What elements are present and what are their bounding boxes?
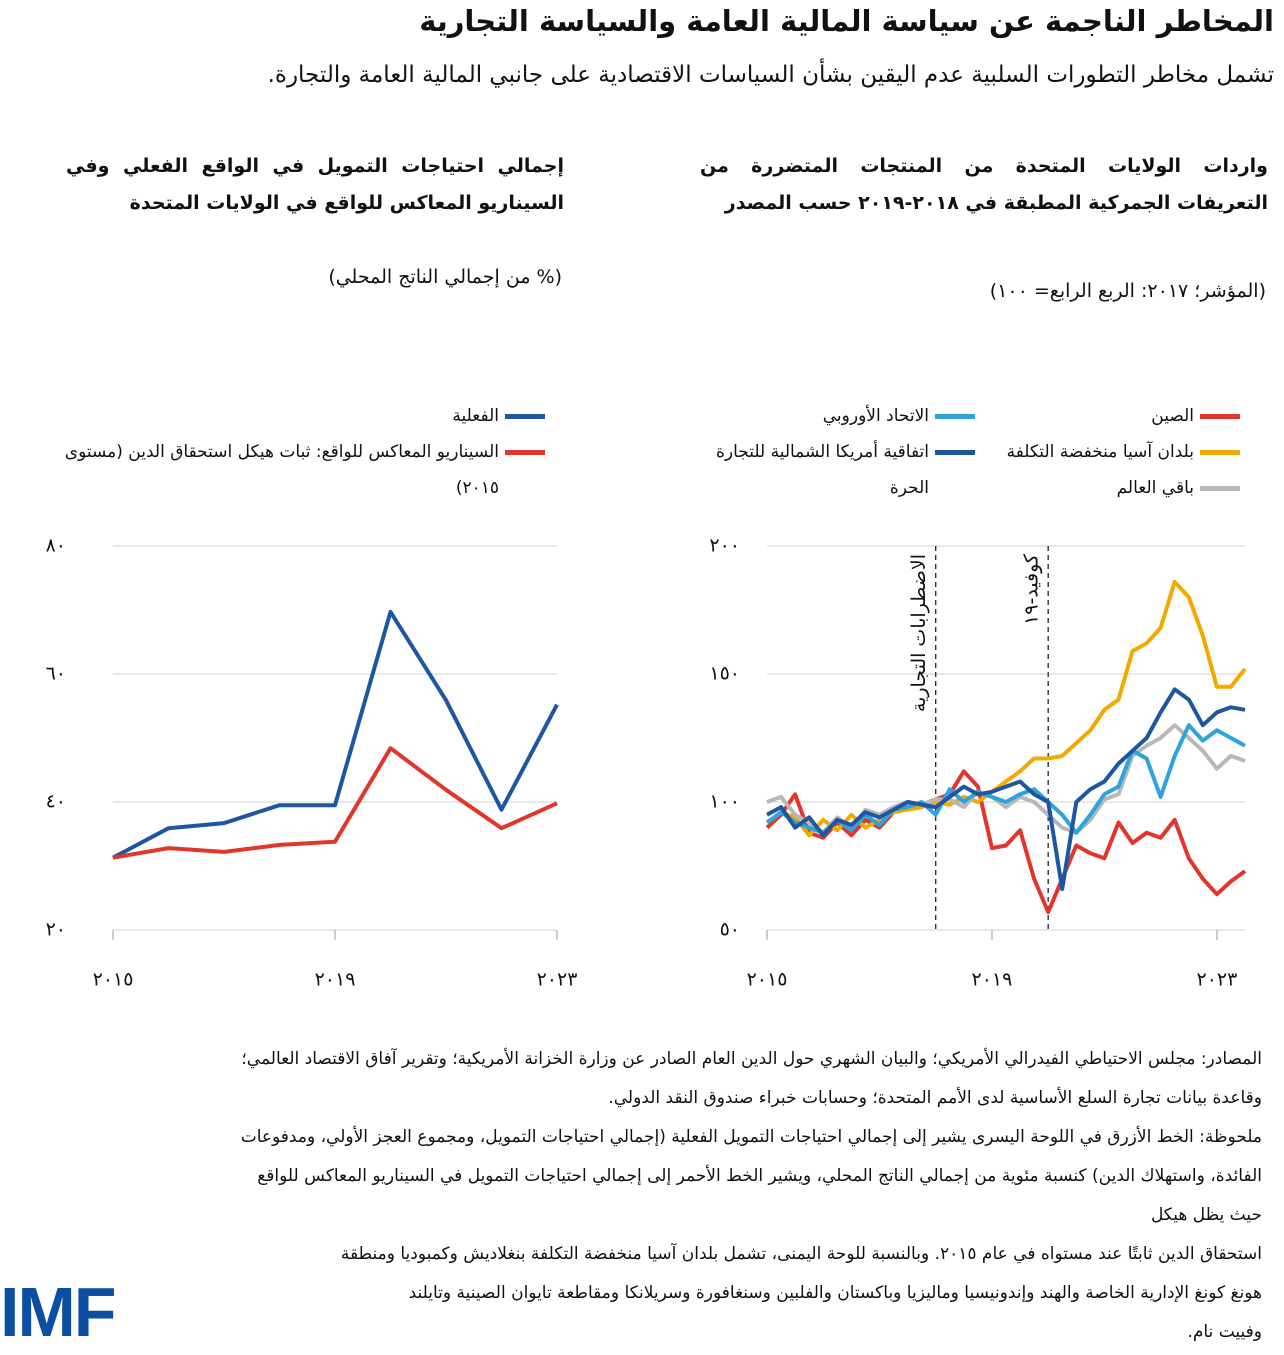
x-tick-label: ٢٠٢٣ <box>1196 969 1237 991</box>
chart-title: إجمالي احتياجات التمويل في الواقع الفعلي… <box>66 155 564 214</box>
y-tick-label: ٦٠ <box>46 663 66 685</box>
note-line: المصادر: مجلس الاحتياطي الفيدرالي الأمري… <box>241 1049 1262 1069</box>
annotation-label: الاضطرابات التجارية <box>908 554 930 712</box>
page-subtitle: تشمل مخاطر التطورات السلبية عدم اليقين ب… <box>267 62 1274 88</box>
legend-item: باقي العالم <box>1117 470 1240 506</box>
note-line: الفائدة، واستهلاك الدين) كنسبة مئوية من … <box>257 1166 1262 1186</box>
legend-label: السيناريو المعاكس للواقع: ثبات هيكل استح… <box>64 442 499 498</box>
series-line <box>765 769 1247 915</box>
legend-label: الصين <box>1151 406 1194 426</box>
x-tick-label: ٢٠١٩ <box>972 969 1013 991</box>
y-tick-label: ٢٠ <box>46 919 66 941</box>
legend-label: اتفاقية أمريكا الشمالية للتجارة الحرة <box>715 442 929 498</box>
y-tick-label: ٢٠٠ <box>709 535 740 557</box>
series-line <box>112 609 559 860</box>
legend-item: اتفاقية أمريكا الشمالية للتجارة الحرة <box>699 434 975 506</box>
legend-item: الاتحاد الأوروبي <box>823 398 975 434</box>
y-tick-label: ١٠٠ <box>709 791 740 813</box>
note-line: هونغ كونغ الإدارية الخاصة والهند وإندوني… <box>408 1283 1262 1303</box>
legend-item: الصين <box>1151 398 1240 434</box>
notes: المصادر: مجلس الاحتياطي الفيدرالي الأمري… <box>241 1040 1262 1352</box>
note-line: استحقاق الدين ثابتًا عند مستواه في عام ٢… <box>340 1244 1262 1264</box>
legend-swatch <box>505 450 545 455</box>
series-line <box>766 687 1246 891</box>
legend-item: السيناريو المعاكس للواقع: ثبات هيكل استح… <box>29 434 545 506</box>
chart-unit: (المؤشر؛ ٢٠١٧: الربع الرابع= ١٠٠) <box>989 280 1266 302</box>
note-line: وقاعدة بيانات تجارة السلع الأساسية لدى ا… <box>608 1088 1262 1108</box>
y-tick-label: ٤٠ <box>46 791 66 813</box>
series-line <box>766 723 1246 835</box>
legend-label: باقي العالم <box>1116 478 1194 498</box>
x-tick-label: ٢٠١٥ <box>747 969 788 991</box>
x-tick-label: ٢٠١٩ <box>315 969 356 991</box>
legend-swatch <box>935 450 975 455</box>
series-line <box>112 746 558 860</box>
x-tick-label: ٢٠١٥ <box>93 969 134 991</box>
page-title: المخاطر الناجمة عن سياسة المالية العامة … <box>419 4 1274 38</box>
legend-label: بلدان آسيا منخفضة التكلفة <box>1006 442 1194 462</box>
legend-item: الفعلية <box>452 398 545 434</box>
note-line: ملحوظة: الخط الأزرق في اللوحة اليسرى يشي… <box>240 1127 1262 1147</box>
x-tick-label: ٢٠٢٣ <box>537 969 578 991</box>
logo: IMF <box>0 1273 117 1351</box>
legend-swatch <box>1200 414 1240 419</box>
annotation-label: كوفيد-١٩ <box>1021 553 1043 625</box>
note-line: حيث يظل هيكل <box>1150 1205 1262 1225</box>
y-tick-label: ١٥٠ <box>709 663 740 685</box>
series-line <box>765 579 1247 838</box>
legend-swatch <box>935 414 975 419</box>
legend-swatch <box>505 414 545 419</box>
legend-swatch <box>1200 450 1240 455</box>
legend-item: بلدان آسيا منخفضة التكلفة <box>1007 434 1240 470</box>
y-tick-label: ٥٠ <box>720 919 740 941</box>
y-tick-label: ٨٠ <box>46 535 66 557</box>
series-line <box>765 723 1246 835</box>
chart-title: واردات الولايات المتحدة من المنتجات المت… <box>700 155 1268 214</box>
legend-label: الاتحاد الأوروبي <box>822 406 929 426</box>
legend-label: الفعلية <box>452 406 499 426</box>
chart-unit: (% من إجمالي الناتج المحلي) <box>328 266 562 288</box>
note-line: وفييت نام. <box>1187 1322 1262 1342</box>
legend-swatch <box>1200 486 1240 491</box>
